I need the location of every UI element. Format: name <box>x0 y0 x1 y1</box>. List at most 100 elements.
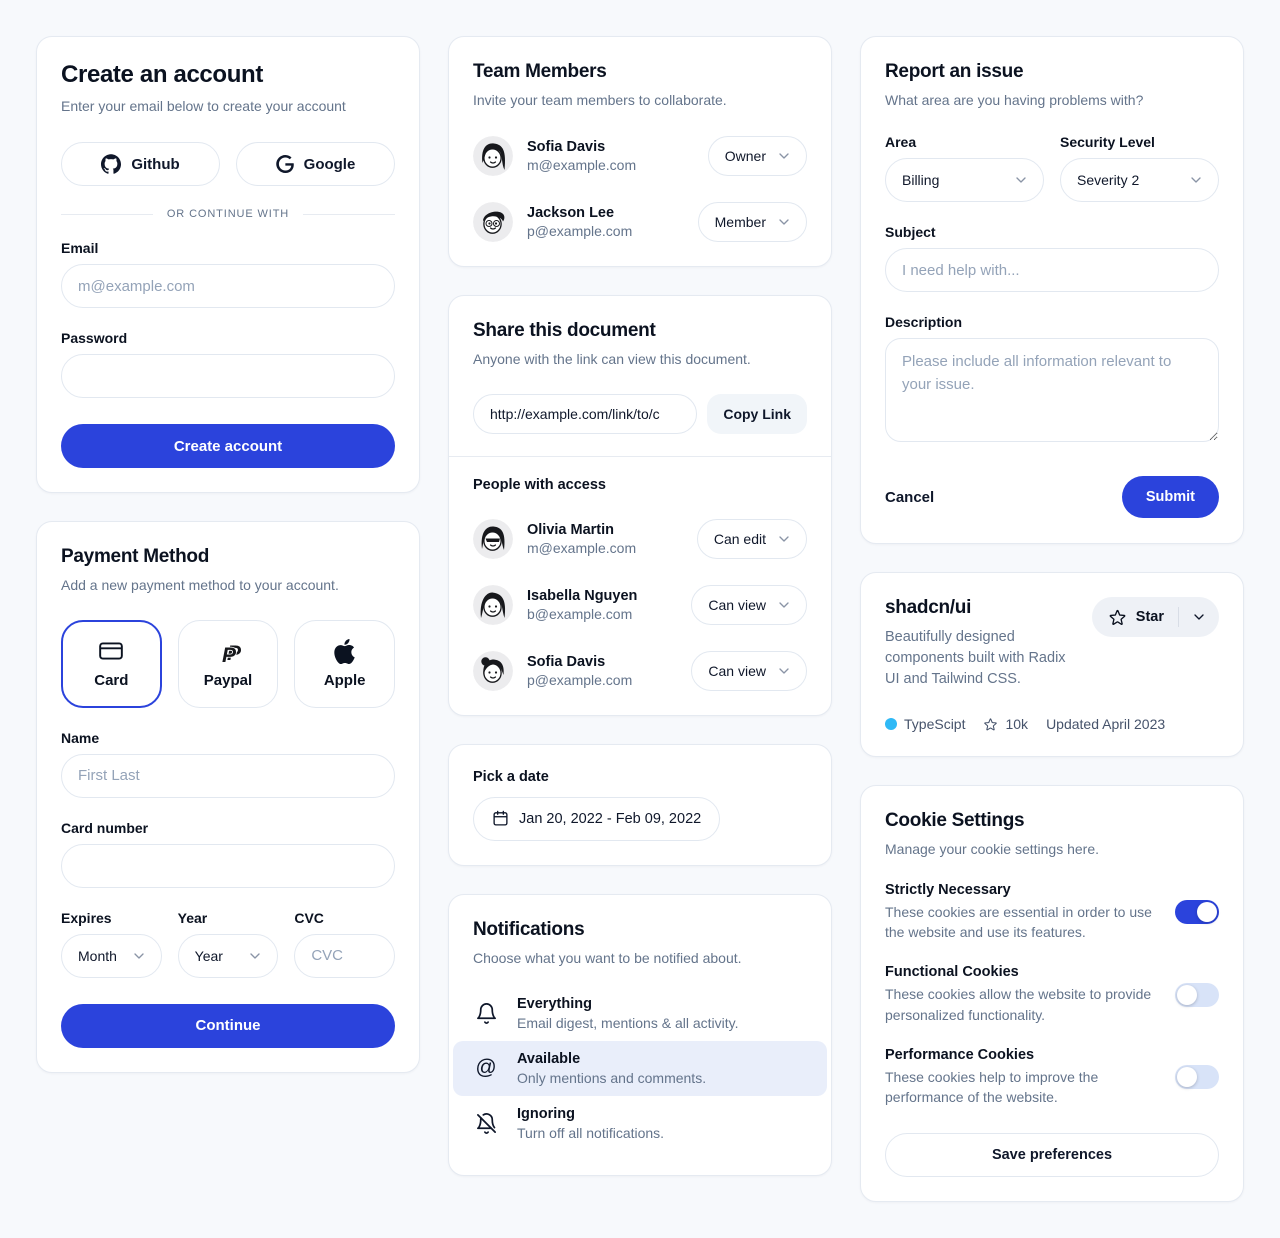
payment-tab-card[interactable]: Card <box>61 619 162 708</box>
notification-options: Everything Email digest, mentions & all … <box>453 986 827 1151</box>
repo-language: TypeScipt <box>885 716 965 732</box>
card-number-field-group: Card number <box>61 820 395 888</box>
year-select[interactable]: Year <box>177 933 279 978</box>
notification-option-everything[interactable]: Everything Email digest, mentions & all … <box>453 986 827 1041</box>
chevron-down-icon <box>776 531 792 547</box>
performance-cookies-toggle[interactable] <box>1175 1065 1219 1090</box>
create-account-button[interactable]: Create account <box>61 424 395 469</box>
year-group: Year Year <box>177 909 279 978</box>
member-email: p@example.com <box>527 223 633 240</box>
person-info: Sofia Davis p@example.com <box>473 651 691 691</box>
name-field[interactable] <box>61 753 395 798</box>
expires-month-value: Month <box>78 947 117 964</box>
google-button[interactable]: Google <box>236 142 395 187</box>
person-name: Olivia Martin <box>527 521 615 538</box>
person-name: Isabella Nguyen <box>527 587 638 604</box>
card-subtitle: Anyone with the link can view this docum… <box>473 351 751 368</box>
date-range-button[interactable]: Jan 20, 2022 - Feb 09, 2022 <box>473 796 721 841</box>
card-subtitle: What area are you having problems with? <box>885 92 1144 108</box>
avatar <box>473 136 513 176</box>
email-label: Email <box>61 240 99 257</box>
cvc-label: CVC <box>294 909 324 926</box>
member-name: Jackson Lee <box>527 205 615 222</box>
google-icon <box>275 155 294 174</box>
card-title: Share this document <box>473 320 656 342</box>
chevron-down-icon <box>1013 172 1029 188</box>
password-label: Password <box>61 330 128 347</box>
member-name: Sofia Davis <box>527 139 606 156</box>
subject-field[interactable] <box>885 248 1219 293</box>
access-person-row: Olivia Martin m@example.com Can edit <box>473 518 807 559</box>
password-field[interactable] <box>61 354 395 399</box>
payment-tab-label: Apple <box>323 671 366 689</box>
submit-button[interactable]: Submit <box>1121 476 1219 519</box>
create-account-card: Create an account Enter your email below… <box>36 36 420 494</box>
page-title: Create an account <box>61 61 263 88</box>
member-info: Sofia Davis m@example.com <box>473 136 708 176</box>
year-value: Year <box>194 947 223 964</box>
cancel-button[interactable]: Cancel <box>885 475 934 519</box>
description-label: Description <box>885 314 963 331</box>
access-person-row: Isabella Nguyen b@example.com Can view <box>473 584 807 625</box>
security-level-select[interactable]: Severity 2 <box>1060 158 1219 203</box>
notification-option-ignoring[interactable]: Ignoring Turn off all notifications. <box>453 1096 827 1151</box>
card-title: Payment Method <box>61 546 210 568</box>
role-select-member[interactable]: Member <box>697 202 807 243</box>
notification-option-available[interactable]: @ Available Only mentions and comments. <box>453 1040 827 1096</box>
repo-header: shadcn/ui Beautifully designed component… <box>885 597 1219 690</box>
divider-label: OR CONTINUE WITH <box>166 208 290 221</box>
repo-updated: Updated April 2023 <box>1046 716 1166 733</box>
at-icon: @ <box>475 1056 497 1080</box>
card-subtitle: Choose what you want to be notified abou… <box>473 949 742 966</box>
toggle-knob <box>1177 1067 1197 1088</box>
payment-tab-label: Card <box>94 672 129 690</box>
copy-link-button[interactable]: Copy Link <box>707 393 807 434</box>
role-select-owner[interactable]: Owner <box>707 136 807 177</box>
area-select[interactable]: Billing <box>885 158 1044 203</box>
card-number-field[interactable] <box>61 843 395 888</box>
card-subtitle: Invite your team members to collaborate. <box>473 92 727 108</box>
option-title: Ignoring <box>517 1105 575 1122</box>
permission-select[interactable]: Can edit <box>696 518 807 559</box>
star-button[interactable]: Star <box>1092 608 1178 627</box>
email-field[interactable] <box>61 264 395 309</box>
expires-month-select[interactable]: Month <box>61 933 162 978</box>
share-link-input[interactable] <box>473 393 698 434</box>
payment-tab-apple[interactable]: Apple <box>294 619 395 708</box>
column-middle: Team Members Invite your team members to… <box>448 36 832 1176</box>
area-security-row: Area Billing Security Level Severity 2 <box>885 134 1219 203</box>
star-dropdown-button[interactable] <box>1179 609 1219 625</box>
repo-card: shadcn/ui Beautifully designed component… <box>860 572 1244 758</box>
continue-button[interactable]: Continue <box>61 1003 395 1048</box>
share-link-row: Copy Link <box>473 393 807 434</box>
permission-select[interactable]: Can view <box>691 584 807 625</box>
github-icon <box>101 154 122 175</box>
save-preferences-button[interactable]: Save preferences <box>885 1133 1219 1178</box>
member-info: Jackson Lee p@example.com <box>473 202 698 242</box>
cookie-item-functional: Functional Cookies These cookies allow t… <box>885 964 1219 1025</box>
avatar <box>473 519 513 559</box>
description-field[interactable] <box>885 338 1219 443</box>
star-icon <box>1108 608 1127 627</box>
expiry-row: Expires Month Year Year <box>61 910 395 978</box>
year-label: Year <box>177 909 208 926</box>
functional-cookies-toggle[interactable] <box>1175 982 1219 1007</box>
divider <box>449 455 831 457</box>
github-button[interactable]: Github <box>61 142 220 187</box>
cvc-field[interactable] <box>294 933 395 978</box>
option-description: Email digest, mentions & all activity. <box>517 1014 739 1031</box>
team-member-row: Sofia Davis m@example.com Owner <box>473 136 807 177</box>
permission-select[interactable]: Can view <box>691 650 807 691</box>
cookie-item-description: These cookies help to improve the perfor… <box>885 1068 1099 1106</box>
avatar <box>473 651 513 691</box>
option-title: Available <box>517 1050 581 1067</box>
google-button-label: Google <box>303 155 356 173</box>
social-login-row: Github Google <box>61 142 395 187</box>
strictly-necessary-toggle[interactable] <box>1175 899 1219 924</box>
option-title: Everything <box>517 995 592 1012</box>
cookie-item-title: Performance Cookies <box>885 1046 1035 1063</box>
date-range-value: Jan 20, 2022 - Feb 09, 2022 <box>519 810 702 827</box>
